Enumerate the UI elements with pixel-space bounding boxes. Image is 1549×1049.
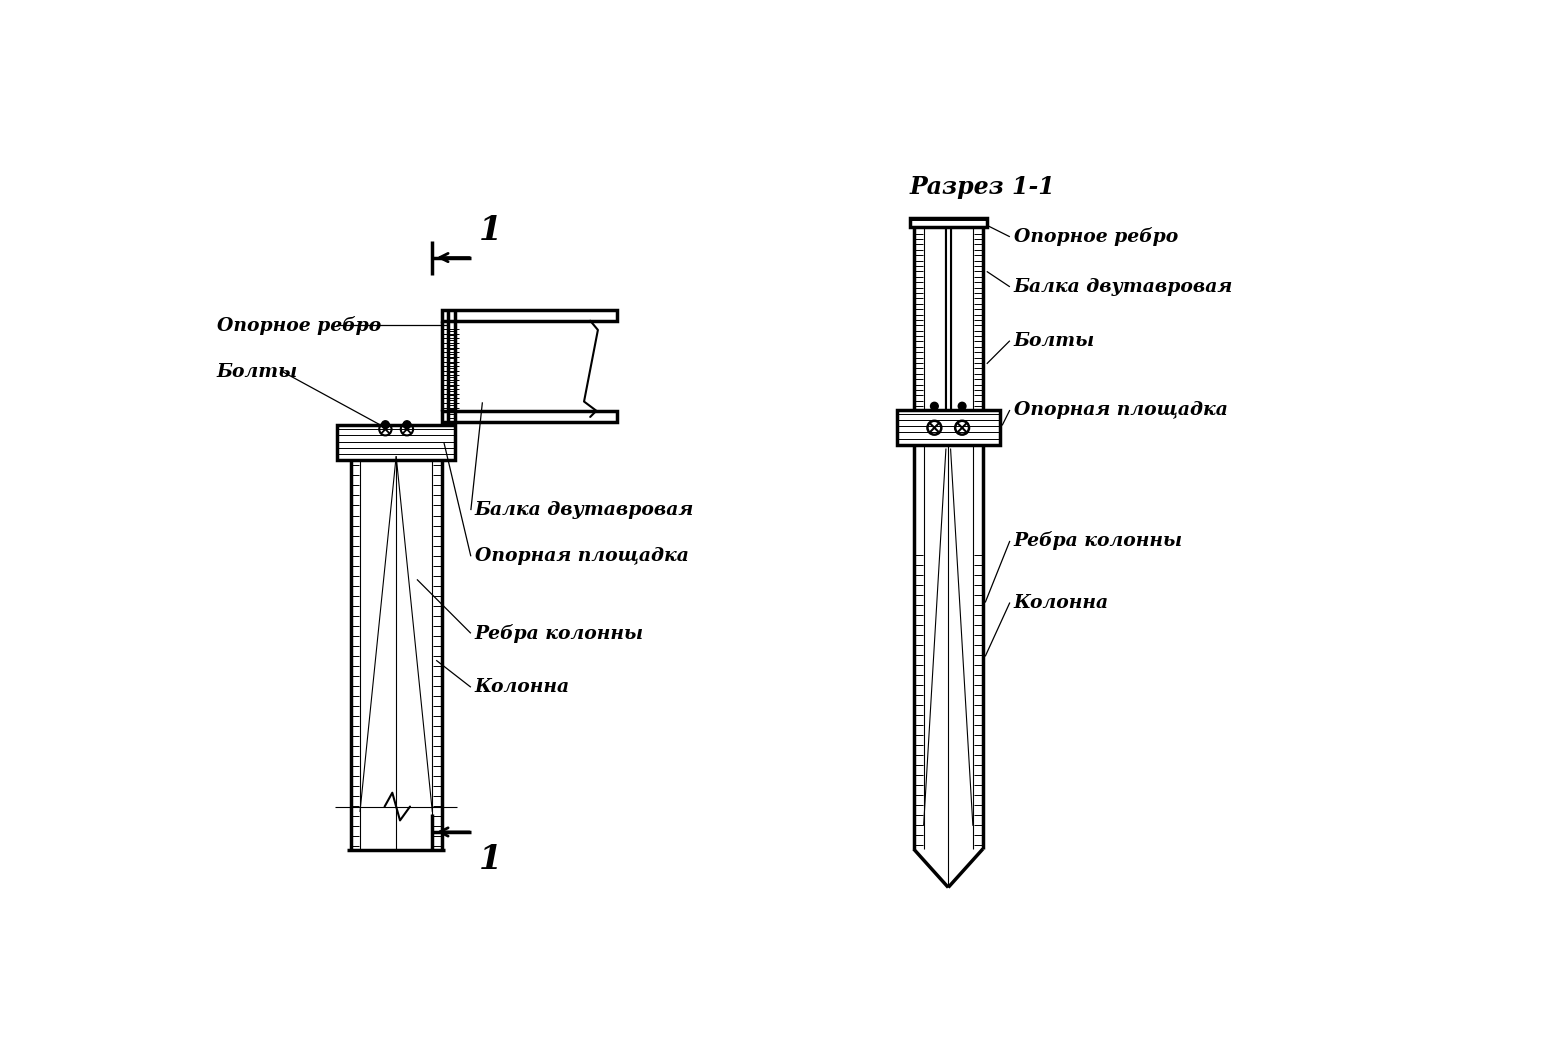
Text: Болты: Болты bbox=[217, 363, 297, 381]
Circle shape bbox=[403, 421, 410, 428]
Text: Ребра колонны: Ребра колонны bbox=[1013, 532, 1183, 551]
Text: Опорное ребро: Опорное ребро bbox=[1013, 228, 1177, 247]
Text: 1: 1 bbox=[479, 214, 502, 247]
Bar bbox=[441, 309, 617, 321]
Text: Балка двутавровая: Балка двутавровая bbox=[474, 501, 694, 519]
Bar bbox=[336, 426, 455, 461]
Bar bbox=[897, 410, 999, 445]
Text: Колонна: Колонна bbox=[1013, 594, 1109, 612]
Circle shape bbox=[959, 403, 967, 410]
Bar bbox=[441, 411, 617, 422]
Text: Опорная площадка: Опорная площадка bbox=[474, 548, 689, 565]
Text: Ребра колонны: Ребра колонны bbox=[474, 624, 644, 643]
Text: Разрез 1-1: Разрез 1-1 bbox=[909, 175, 1056, 198]
Text: Опорное ребро: Опорное ребро bbox=[217, 316, 381, 335]
Circle shape bbox=[931, 403, 939, 410]
Text: 1: 1 bbox=[479, 842, 502, 876]
Text: Опорная площадка: Опорная площадка bbox=[1013, 401, 1227, 419]
Text: Балка двутавровая: Балка двутавровая bbox=[1013, 278, 1233, 296]
Circle shape bbox=[381, 421, 389, 428]
Bar bbox=[909, 217, 987, 227]
Text: Колонна: Колонна bbox=[474, 679, 570, 697]
Text: Болты: Болты bbox=[1013, 331, 1095, 349]
